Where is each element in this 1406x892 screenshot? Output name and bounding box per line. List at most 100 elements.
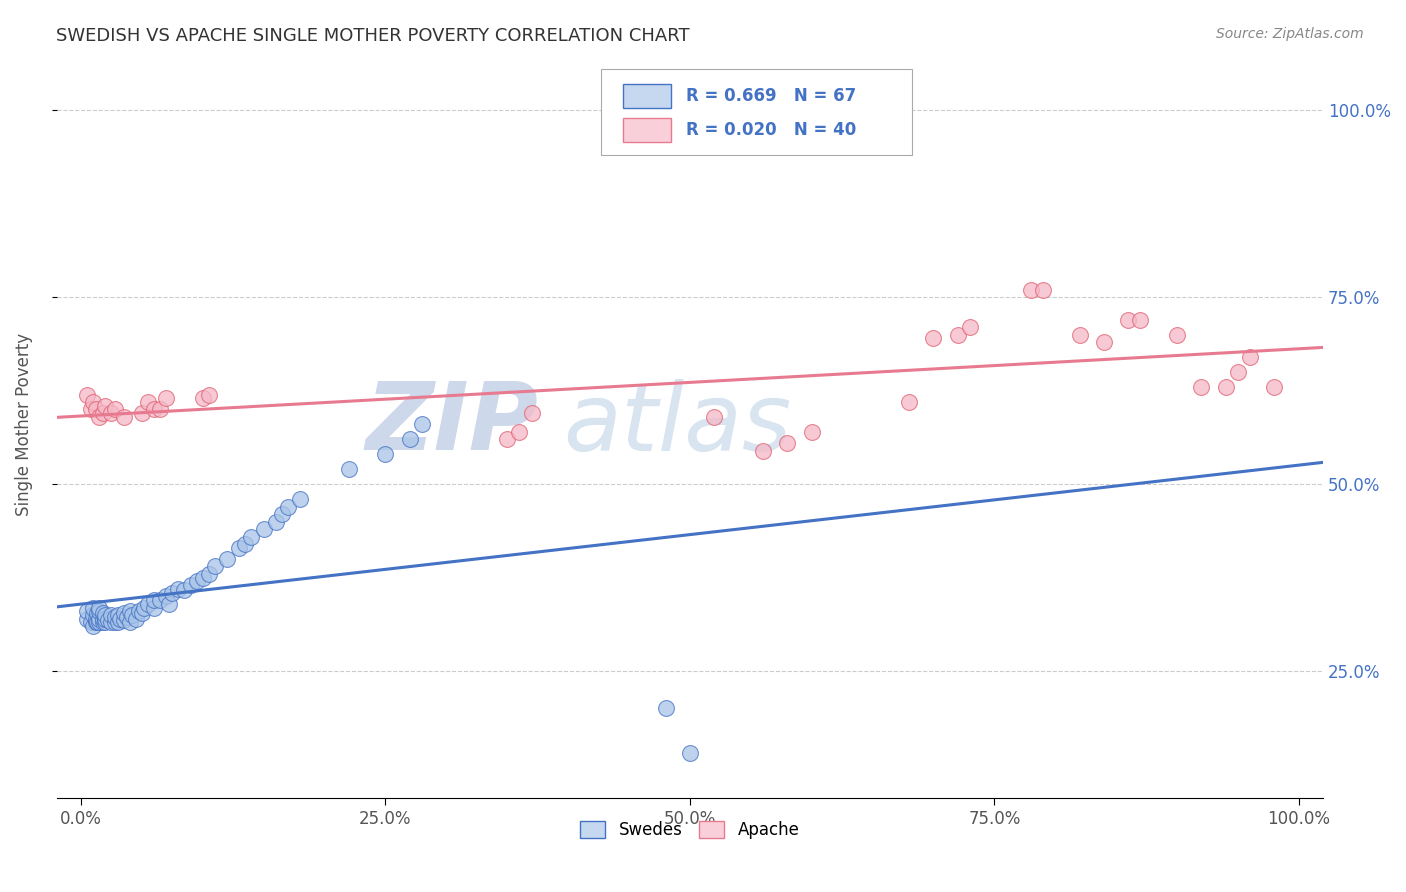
Bar bbox=[623, 118, 671, 142]
Point bbox=[173, 583, 195, 598]
Point bbox=[508, 425, 530, 439]
Point bbox=[198, 566, 221, 581]
Point bbox=[86, 615, 108, 630]
Point bbox=[217, 552, 239, 566]
Point bbox=[155, 391, 177, 405]
Point bbox=[959, 320, 981, 334]
Point bbox=[520, 406, 543, 420]
Point bbox=[654, 701, 676, 715]
Point bbox=[162, 585, 184, 599]
Point bbox=[82, 600, 104, 615]
Y-axis label: Single Mother Poverty: Single Mother Poverty bbox=[15, 333, 32, 516]
Point bbox=[1129, 312, 1152, 326]
Point bbox=[1069, 327, 1091, 342]
Point bbox=[240, 529, 263, 543]
Point bbox=[82, 619, 104, 633]
Point bbox=[112, 409, 135, 424]
Point bbox=[149, 593, 172, 607]
Point bbox=[91, 606, 114, 620]
Point bbox=[108, 612, 131, 626]
Point bbox=[82, 607, 104, 622]
Point bbox=[80, 615, 103, 630]
Point bbox=[100, 615, 122, 630]
Point bbox=[703, 409, 725, 424]
Point bbox=[143, 600, 166, 615]
Point bbox=[89, 612, 111, 626]
Point bbox=[143, 593, 166, 607]
Point bbox=[134, 600, 156, 615]
Point bbox=[104, 615, 127, 630]
Point bbox=[271, 507, 294, 521]
Point bbox=[118, 604, 141, 618]
Point bbox=[679, 746, 702, 760]
Point bbox=[91, 615, 114, 630]
Point bbox=[82, 395, 104, 409]
Point bbox=[89, 615, 111, 630]
FancyBboxPatch shape bbox=[602, 70, 911, 155]
Point bbox=[253, 522, 276, 536]
Point bbox=[100, 406, 122, 420]
Point bbox=[107, 615, 129, 630]
Point bbox=[1226, 365, 1249, 379]
Point bbox=[337, 462, 360, 476]
Point bbox=[104, 610, 127, 624]
Point bbox=[1189, 380, 1212, 394]
Point bbox=[94, 607, 117, 622]
Point bbox=[94, 615, 117, 630]
Text: SWEDISH VS APACHE SINGLE MOTHER POVERTY CORRELATION CHART: SWEDISH VS APACHE SINGLE MOTHER POVERTY … bbox=[56, 27, 690, 45]
Point bbox=[86, 606, 108, 620]
Point bbox=[191, 571, 214, 585]
Point bbox=[374, 447, 396, 461]
Point bbox=[1019, 283, 1042, 297]
Point bbox=[131, 406, 153, 420]
Point bbox=[149, 402, 172, 417]
Point bbox=[91, 406, 114, 420]
Point bbox=[1116, 312, 1139, 326]
Point bbox=[155, 590, 177, 604]
Point bbox=[112, 606, 135, 620]
Point bbox=[411, 417, 433, 432]
Point bbox=[76, 612, 98, 626]
Point bbox=[136, 395, 159, 409]
Point bbox=[89, 600, 111, 615]
Point bbox=[84, 402, 107, 417]
Legend: Swedes, Apache: Swedes, Apache bbox=[574, 814, 806, 846]
Point bbox=[752, 443, 775, 458]
Point bbox=[1092, 335, 1115, 350]
Point bbox=[84, 615, 107, 630]
Point bbox=[235, 537, 257, 551]
Point bbox=[186, 574, 208, 589]
Point bbox=[180, 578, 202, 592]
Point bbox=[121, 607, 143, 622]
Point bbox=[1215, 380, 1237, 394]
Point bbox=[228, 541, 250, 555]
Text: ZIP: ZIP bbox=[366, 378, 538, 470]
Point bbox=[76, 604, 98, 618]
Point bbox=[84, 612, 107, 626]
Point bbox=[125, 612, 148, 626]
Point bbox=[398, 433, 420, 447]
Text: R = 0.669   N = 67: R = 0.669 N = 67 bbox=[686, 87, 856, 105]
Point bbox=[112, 613, 135, 627]
Bar bbox=[623, 85, 671, 108]
Point bbox=[167, 582, 190, 596]
Point bbox=[264, 515, 287, 529]
Point bbox=[277, 500, 299, 514]
Point bbox=[1032, 283, 1054, 297]
Point bbox=[204, 559, 226, 574]
Point bbox=[89, 409, 111, 424]
Point bbox=[1239, 350, 1261, 364]
Point bbox=[76, 387, 98, 401]
Point bbox=[94, 399, 117, 413]
Point bbox=[89, 604, 111, 618]
Point bbox=[143, 402, 166, 417]
Point bbox=[136, 597, 159, 611]
Point bbox=[94, 612, 117, 626]
Point bbox=[104, 402, 127, 417]
Point bbox=[97, 613, 120, 627]
Point bbox=[776, 436, 799, 450]
Point bbox=[198, 387, 221, 401]
Point bbox=[117, 610, 139, 624]
Point bbox=[1166, 327, 1188, 342]
Point bbox=[131, 606, 153, 620]
